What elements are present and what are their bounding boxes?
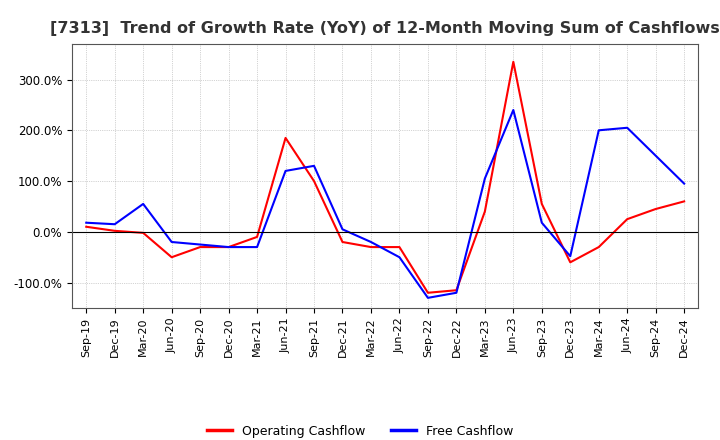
Operating Cashflow	[566, 260, 575, 265]
Free Cashflow	[452, 290, 461, 295]
Free Cashflow	[253, 245, 261, 250]
Operating Cashflow	[139, 230, 148, 235]
Operating Cashflow	[196, 245, 204, 250]
Operating Cashflow	[366, 245, 375, 250]
Title: [7313]  Trend of Growth Rate (YoY) of 12-Month Moving Sum of Cashflows: [7313] Trend of Growth Rate (YoY) of 12-…	[50, 21, 720, 36]
Operating Cashflow	[167, 255, 176, 260]
Free Cashflow	[82, 220, 91, 225]
Operating Cashflow	[623, 216, 631, 222]
Operating Cashflow	[423, 290, 432, 295]
Operating Cashflow	[480, 209, 489, 214]
Operating Cashflow	[82, 224, 91, 229]
Free Cashflow	[680, 181, 688, 186]
Free Cashflow	[310, 163, 318, 169]
Free Cashflow	[196, 242, 204, 247]
Legend: Operating Cashflow, Free Cashflow: Operating Cashflow, Free Cashflow	[202, 420, 518, 440]
Operating Cashflow	[395, 245, 404, 250]
Operating Cashflow	[509, 59, 518, 64]
Free Cashflow	[623, 125, 631, 130]
Free Cashflow	[423, 295, 432, 301]
Free Cashflow	[139, 201, 148, 206]
Operating Cashflow	[595, 245, 603, 250]
Operating Cashflow	[110, 228, 119, 234]
Free Cashflow	[395, 255, 404, 260]
Operating Cashflow	[253, 234, 261, 239]
Operating Cashflow	[338, 239, 347, 245]
Operating Cashflow	[680, 199, 688, 204]
Operating Cashflow	[652, 206, 660, 212]
Free Cashflow	[167, 239, 176, 245]
Line: Operating Cashflow: Operating Cashflow	[86, 62, 684, 293]
Free Cashflow	[225, 245, 233, 250]
Free Cashflow	[652, 153, 660, 158]
Operating Cashflow	[282, 135, 290, 140]
Free Cashflow	[480, 176, 489, 181]
Free Cashflow	[338, 227, 347, 232]
Free Cashflow	[537, 220, 546, 225]
Line: Free Cashflow: Free Cashflow	[86, 110, 684, 298]
Free Cashflow	[566, 253, 575, 259]
Operating Cashflow	[537, 201, 546, 206]
Operating Cashflow	[310, 179, 318, 184]
Free Cashflow	[282, 168, 290, 173]
Free Cashflow	[509, 107, 518, 113]
Free Cashflow	[110, 222, 119, 227]
Operating Cashflow	[452, 288, 461, 293]
Free Cashflow	[366, 239, 375, 245]
Operating Cashflow	[225, 245, 233, 250]
Free Cashflow	[595, 128, 603, 133]
